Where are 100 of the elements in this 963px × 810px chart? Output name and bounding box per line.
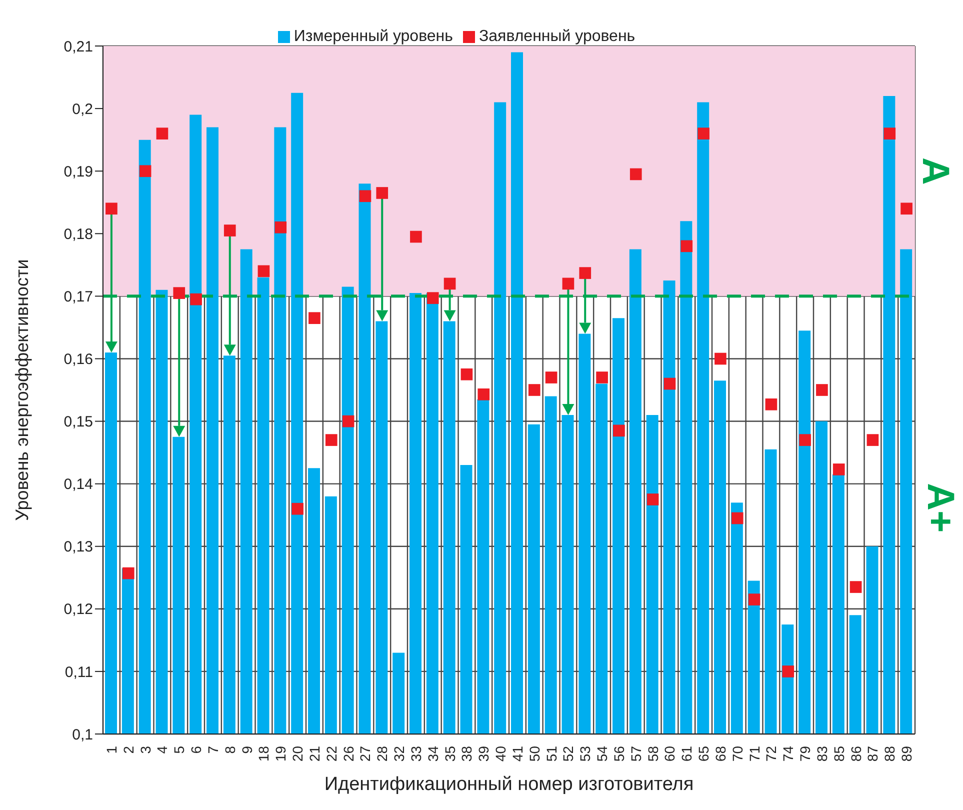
point: [376, 187, 388, 199]
point: [613, 424, 625, 437]
x-tick-label: 32: [391, 746, 408, 762]
legend-label: Заявленный уровень: [478, 28, 636, 45]
x-tick-label: 33: [408, 746, 424, 762]
point: [714, 352, 726, 365]
x-tick-label: 88: [882, 746, 898, 762]
x-tick-label: 57: [628, 746, 644, 762]
point: [832, 464, 845, 476]
point: [765, 398, 778, 410]
point: [816, 384, 828, 396]
point: [799, 434, 811, 446]
y-tick-label: 0,21: [64, 38, 93, 56]
x-tick-label: 41: [509, 746, 526, 762]
x-tick-label: 7: [204, 746, 221, 754]
y-tick-label: 0,1: [72, 726, 93, 744]
point: [444, 278, 456, 290]
point: [224, 224, 236, 236]
y-tick-label: 0,16: [64, 351, 93, 368]
x-tick-label: 34: [424, 746, 441, 762]
x-tick-label: 79: [797, 746, 814, 762]
y-tick-label: 0,17: [64, 288, 93, 306]
x-tick-label: 39: [476, 746, 492, 762]
x-tick-label: 56: [610, 746, 627, 762]
point: [258, 265, 270, 278]
point: [579, 267, 592, 279]
x-tick-label: 38: [458, 746, 475, 762]
x-tick-label: 51: [543, 746, 560, 762]
point: [410, 230, 422, 243]
y-tick-label: 0,11: [64, 664, 93, 681]
x-tick-label: 5: [171, 746, 188, 754]
x-tick-label: 21: [306, 746, 322, 762]
point: [731, 512, 744, 524]
point: [698, 128, 710, 140]
y-tick-label: 0,14: [64, 476, 93, 494]
x-tick-label: 71: [746, 746, 762, 762]
band-label: A: [914, 157, 956, 185]
point: [478, 388, 490, 400]
point: [274, 221, 287, 234]
y-tick-label: 0,15: [64, 414, 93, 431]
point: [850, 581, 862, 593]
x-tick-label: 70: [729, 746, 746, 762]
x-tick-label: 89: [898, 746, 915, 762]
x-tick-label: 83: [814, 746, 830, 762]
y-tick-label: 0,12: [64, 601, 93, 618]
x-tick-label: 35: [442, 746, 458, 762]
point: [866, 434, 879, 446]
point: [545, 372, 558, 384]
point: [630, 168, 642, 180]
x-tick-label: 68: [712, 746, 728, 762]
x-tick-label: 20: [290, 746, 306, 762]
point: [664, 378, 676, 390]
point: [562, 278, 574, 290]
x-tick-label: 85: [830, 746, 847, 762]
x-tick-label: 1: [103, 746, 120, 754]
point: [900, 202, 912, 215]
point: [528, 384, 540, 396]
point: [308, 312, 320, 324]
point: [139, 165, 152, 178]
x-axis-title: Идентификационный номер изготовителя: [324, 774, 694, 795]
point: [680, 240, 693, 252]
x-tick-label: 3: [137, 746, 154, 754]
x-tick-label: 86: [848, 746, 864, 762]
x-tick-label: 28: [374, 746, 390, 762]
point: [596, 372, 608, 384]
y-tick-label: 0,13: [64, 538, 93, 556]
point: [884, 128, 896, 140]
x-tick-label: 58: [644, 746, 661, 762]
x-tick-label: 8: [222, 746, 238, 754]
y-axis-title: Уровень энергоэффективности: [12, 259, 32, 521]
x-tick-label: 18: [256, 746, 272, 762]
point: [748, 594, 760, 606]
x-tick-label: 27: [357, 746, 374, 762]
x-tick-label: 40: [492, 746, 509, 762]
point: [156, 128, 168, 140]
point: [292, 502, 304, 515]
x-tick-label: 26: [340, 746, 356, 762]
x-tick-label: 6: [188, 746, 204, 754]
x-tick-label: 60: [662, 746, 678, 762]
point: [106, 202, 118, 215]
point: [190, 293, 202, 306]
point: [342, 415, 354, 428]
x-tick-label: 19: [272, 746, 289, 762]
x-tick-label: 65: [696, 746, 712, 762]
y-tick-label: 0,19: [64, 163, 93, 180]
point: [325, 434, 338, 446]
x-tick-label: 52: [560, 746, 576, 762]
legend-label: Измеренный уровень: [294, 28, 453, 45]
text: A+: [919, 483, 961, 533]
point: [359, 190, 372, 202]
x-tick-label: 72: [763, 746, 780, 762]
x-tick-label: 4: [154, 746, 170, 754]
point: [426, 292, 439, 304]
point: [460, 368, 473, 380]
x-tick-label: 87: [864, 746, 881, 762]
x-tick-label: 50: [526, 746, 542, 762]
point: [782, 666, 794, 678]
x-tick-label: 74: [780, 746, 796, 762]
x-tick-label: 22: [323, 746, 340, 762]
point: [173, 287, 186, 299]
